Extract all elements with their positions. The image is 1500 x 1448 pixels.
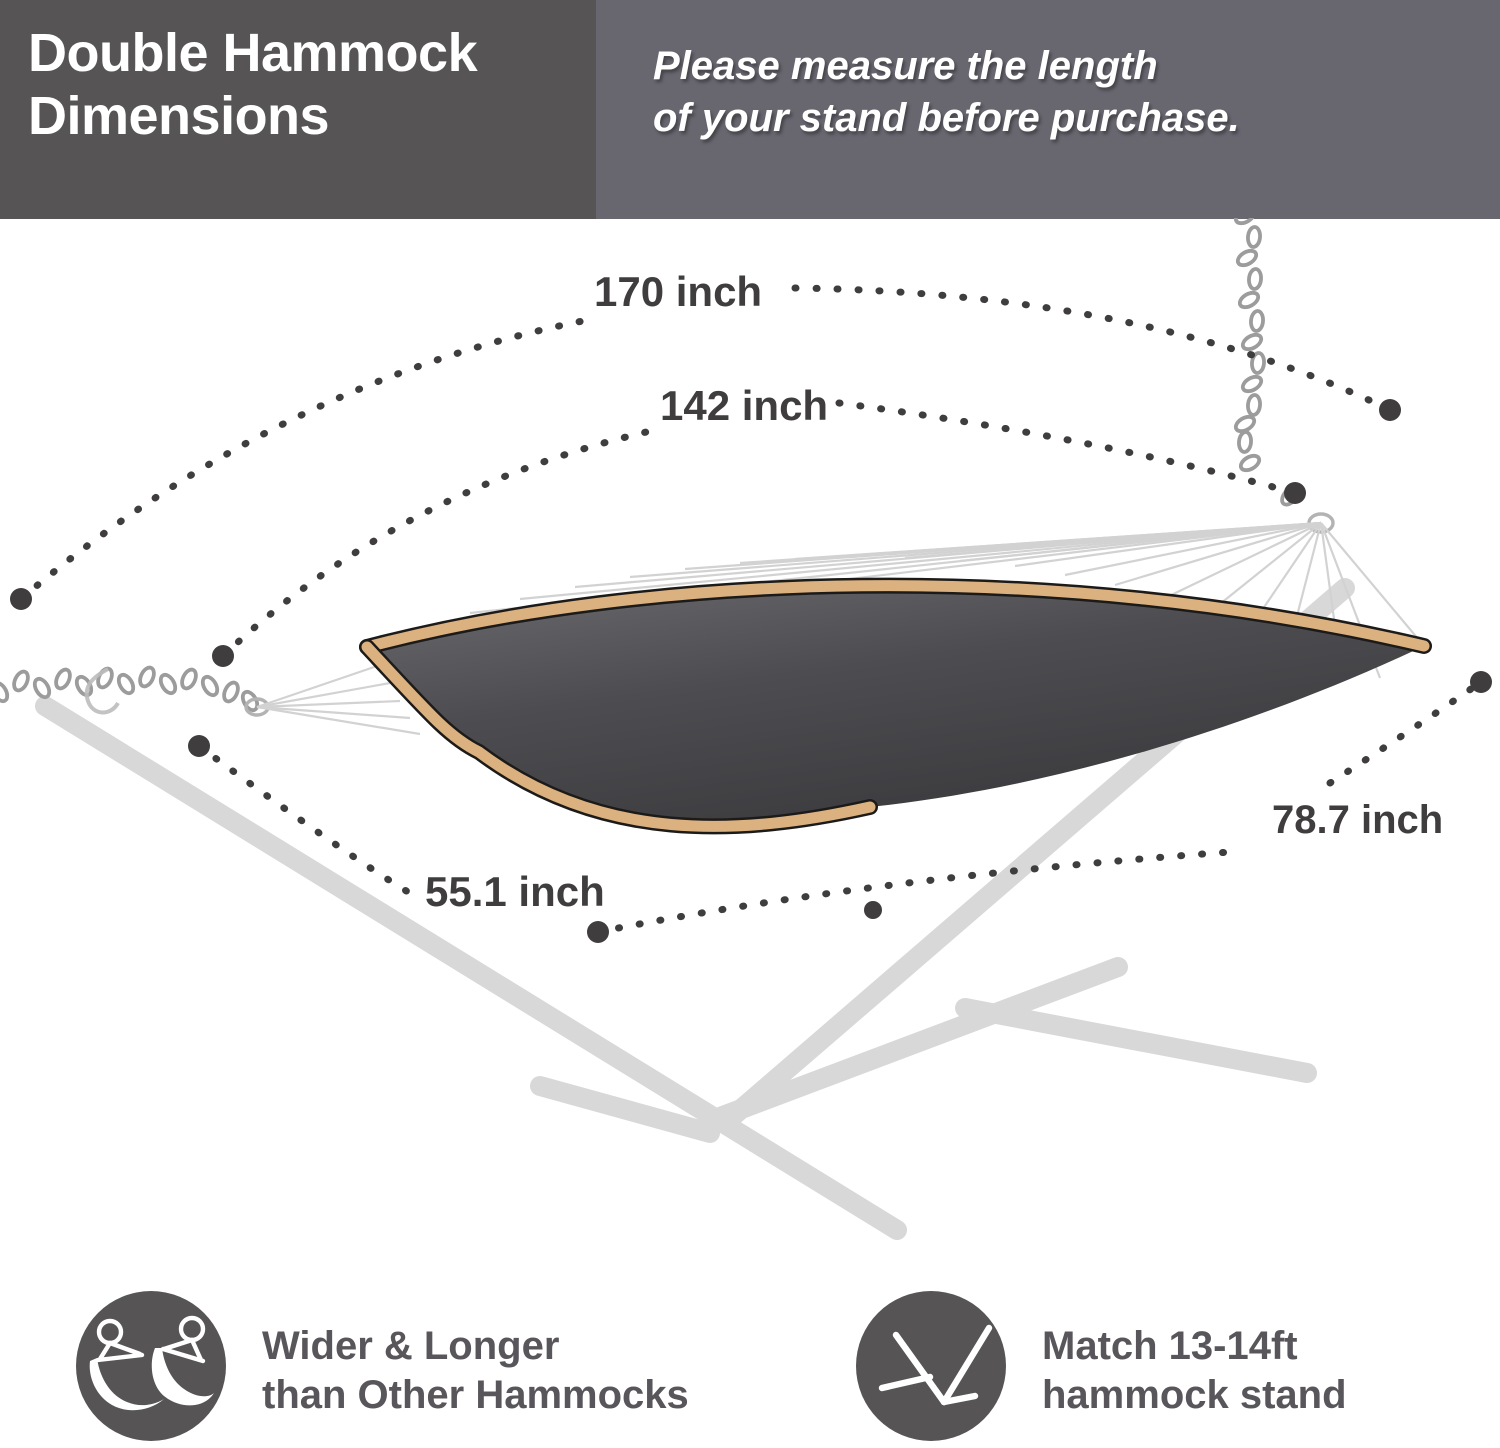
svg-text:142 inch: 142 inch — [660, 382, 828, 429]
svg-text:55.1 inch: 55.1 inch — [425, 868, 605, 915]
svg-text:170 inch: 170 inch — [594, 268, 762, 315]
svg-text:78.7 inch: 78.7 inch — [1272, 798, 1443, 842]
